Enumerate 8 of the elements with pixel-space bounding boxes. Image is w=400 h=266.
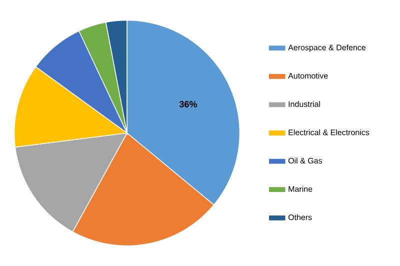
legend-label: Aerospace & Defence — [288, 44, 366, 52]
legend-label: Others — [288, 214, 312, 220]
legend-label: Oil & Gas — [288, 158, 322, 164]
legend-label: Electrical & Electronics — [288, 129, 370, 136]
legend-label: Industrial — [288, 101, 320, 107]
legend-label: Marine — [288, 186, 312, 192]
legend-label: Automotive — [288, 72, 328, 79]
data-label: 36% — [179, 100, 197, 108]
